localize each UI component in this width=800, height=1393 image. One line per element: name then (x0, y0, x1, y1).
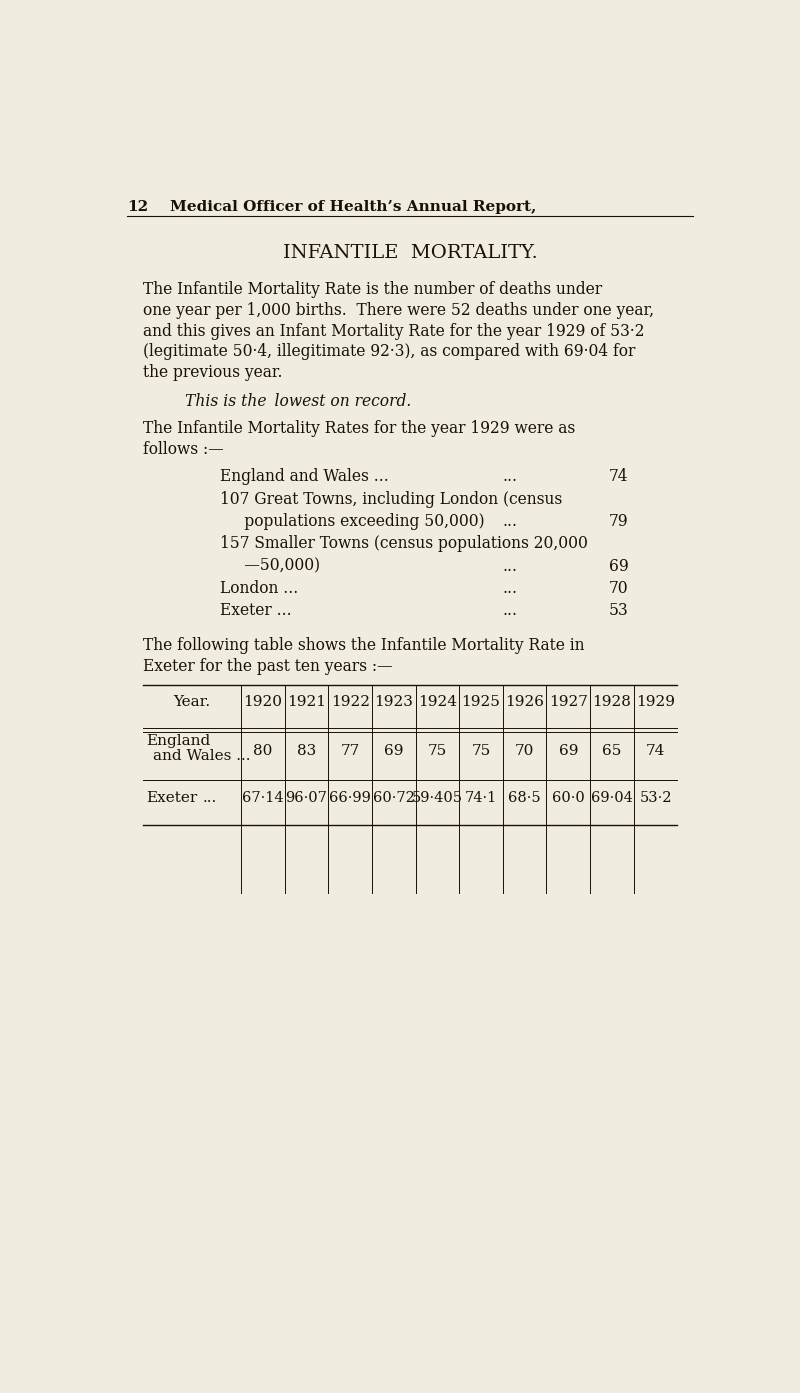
Text: 74: 74 (646, 744, 666, 758)
Text: 75: 75 (428, 744, 447, 758)
Text: 53·2: 53·2 (639, 791, 672, 805)
Text: and this gives an Infant Mortality Rate for the year 1929 of 53·2: and this gives an Infant Mortality Rate … (142, 323, 644, 340)
Text: 68·5: 68·5 (508, 791, 541, 805)
Text: 1928: 1928 (593, 695, 631, 709)
Text: Exeter for the past ten years :—: Exeter for the past ten years :— (142, 657, 392, 674)
Text: 1921: 1921 (287, 695, 326, 709)
Text: Medical Officer of Health’s Annual Report,: Medical Officer of Health’s Annual Repor… (170, 201, 536, 215)
Text: Exeter ...: Exeter ... (220, 602, 292, 620)
Text: The following table shows the Infantile Mortality Rate in: The following table shows the Infantile … (142, 637, 584, 653)
Text: ...: ... (503, 579, 518, 596)
Text: ...: ... (503, 557, 518, 574)
Text: and Wales ...: and Wales ... (153, 748, 250, 762)
Text: 1920: 1920 (243, 695, 282, 709)
Text: 70: 70 (609, 579, 629, 596)
Text: INFANTILE  MORTALITY.: INFANTILE MORTALITY. (282, 244, 538, 262)
Text: one year per 1,000 births.  There were 52 deaths under one year,: one year per 1,000 births. There were 52… (142, 302, 654, 319)
Text: 1925: 1925 (462, 695, 501, 709)
Text: 69·04: 69·04 (591, 791, 633, 805)
Text: 79: 79 (609, 513, 629, 529)
Text: 59·405: 59·405 (412, 791, 463, 805)
Text: 107 Great Towns, including London (census: 107 Great Towns, including London (censu… (220, 490, 562, 507)
Text: Year.: Year. (173, 695, 210, 709)
Text: 75: 75 (471, 744, 490, 758)
Text: 12: 12 (127, 201, 148, 215)
Text: 1923: 1923 (374, 695, 414, 709)
Text: 69: 69 (384, 744, 403, 758)
Text: 157 Smaller Towns (census populations 20,000: 157 Smaller Towns (census populations 20… (220, 535, 588, 552)
Text: 74·1: 74·1 (465, 791, 497, 805)
Text: Exeter: Exeter (146, 791, 198, 805)
Text: ...: ... (503, 468, 518, 485)
Text: 69: 69 (558, 744, 578, 758)
Text: ...: ... (503, 513, 518, 529)
Text: England: England (146, 734, 210, 748)
Text: the previous year.: the previous year. (142, 365, 282, 382)
Text: 80: 80 (253, 744, 273, 758)
Text: 66·99: 66·99 (329, 791, 371, 805)
Text: England and Wales ...: England and Wales ... (220, 468, 389, 485)
Text: 60·0: 60·0 (552, 791, 585, 805)
Text: 53: 53 (609, 602, 629, 620)
Text: (legitimate 50·4, illegitimate 92·3), as compared with 69·04 for: (legitimate 50·4, illegitimate 92·3), as… (142, 344, 635, 361)
Text: follows :—: follows :— (142, 442, 223, 458)
Text: 1924: 1924 (418, 695, 457, 709)
Text: The Infantile Mortality Rates for the year 1929 were as: The Infantile Mortality Rates for the ye… (142, 421, 575, 437)
Text: ...: ... (202, 791, 217, 805)
Text: London ...: London ... (220, 579, 298, 596)
Text: 69: 69 (609, 557, 629, 574)
Text: 96·07: 96·07 (286, 791, 327, 805)
Text: 60·72: 60·72 (373, 791, 414, 805)
Text: 65: 65 (602, 744, 622, 758)
Text: —50,000): —50,000) (220, 557, 320, 574)
Text: 77: 77 (341, 744, 360, 758)
Text: 1929: 1929 (636, 695, 675, 709)
Text: 1927: 1927 (549, 695, 588, 709)
Text: ...: ... (503, 602, 518, 620)
Text: 1922: 1922 (330, 695, 370, 709)
Text: populations exceeding 50,000): populations exceeding 50,000) (220, 513, 485, 529)
Text: 83: 83 (297, 744, 316, 758)
Text: 1926: 1926 (505, 695, 544, 709)
Text: 70: 70 (515, 744, 534, 758)
Text: This is the  lowest on record.: This is the lowest on record. (186, 393, 411, 410)
Text: 74: 74 (609, 468, 629, 485)
Text: 67·14: 67·14 (242, 791, 284, 805)
Text: The Infantile Mortality Rate is the number of deaths under: The Infantile Mortality Rate is the numb… (142, 281, 602, 298)
